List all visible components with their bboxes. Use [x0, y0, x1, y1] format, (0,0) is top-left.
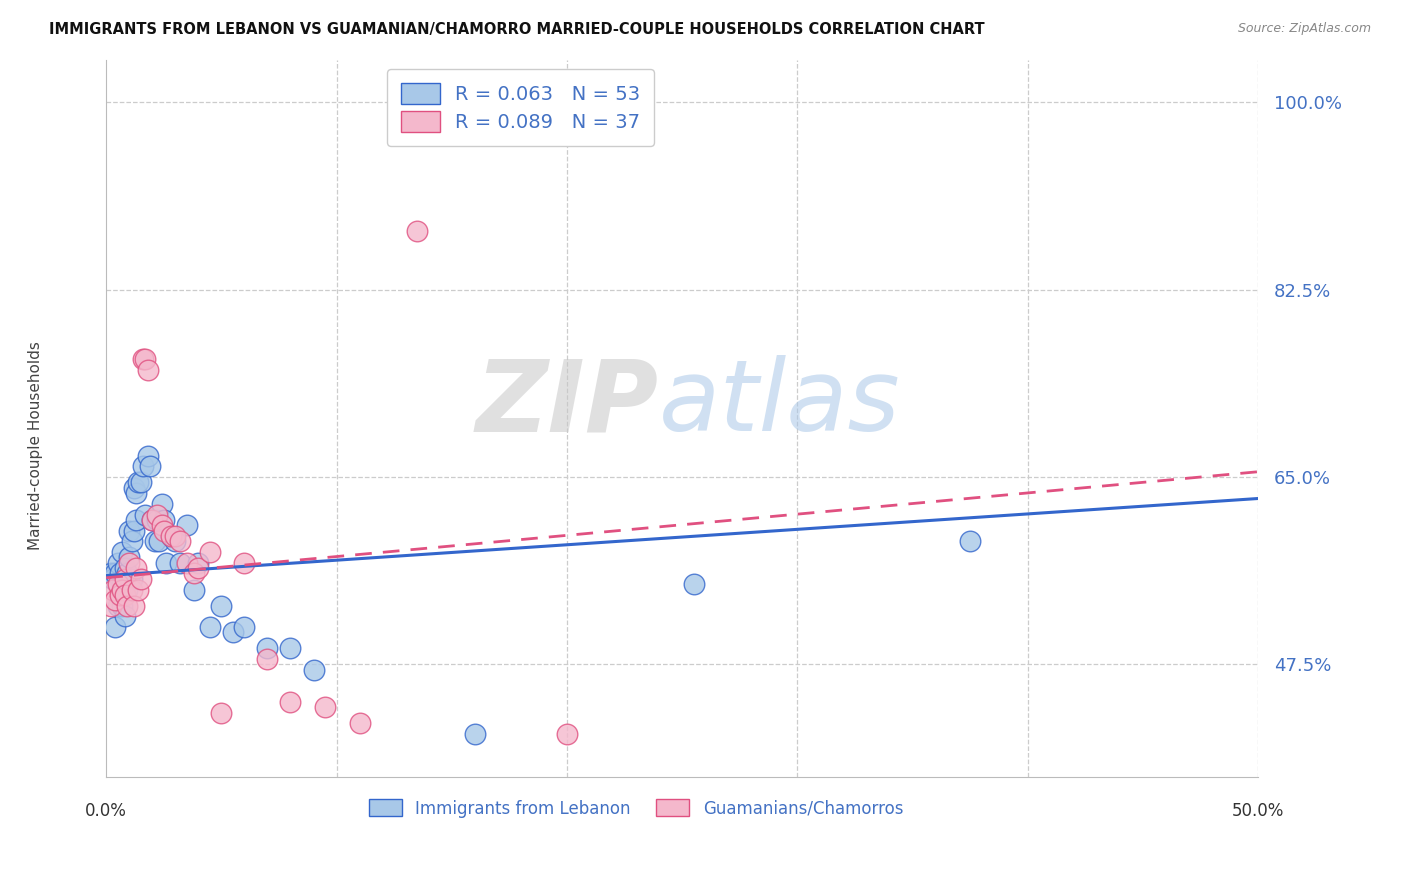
Point — [222, 625, 245, 640]
Point — [141, 513, 163, 527]
Point — [115, 582, 138, 597]
Point — [118, 572, 141, 586]
Point — [129, 572, 152, 586]
Point — [141, 513, 163, 527]
Point — [122, 599, 145, 613]
Point — [111, 577, 134, 591]
Text: Source: ZipAtlas.com: Source: ZipAtlas.com — [1237, 22, 1371, 36]
Point — [349, 716, 371, 731]
Point — [134, 508, 156, 522]
Text: Married-couple Households: Married-couple Households — [28, 342, 42, 550]
Point — [183, 566, 205, 581]
Point — [108, 566, 131, 581]
Point — [114, 561, 136, 575]
Point — [165, 534, 187, 549]
Point — [121, 534, 143, 549]
Point — [114, 572, 136, 586]
Point — [176, 556, 198, 570]
Point — [302, 663, 325, 677]
Point — [183, 582, 205, 597]
Point — [159, 529, 181, 543]
Point — [187, 561, 209, 575]
Point — [100, 599, 122, 613]
Point — [111, 545, 134, 559]
Point — [406, 224, 429, 238]
Text: 0.0%: 0.0% — [86, 802, 127, 820]
Point — [682, 577, 704, 591]
Point — [150, 518, 173, 533]
Point — [129, 475, 152, 490]
Point — [150, 497, 173, 511]
Point — [136, 449, 159, 463]
Point — [153, 524, 176, 538]
Point — [159, 529, 181, 543]
Point — [165, 529, 187, 543]
Point — [101, 582, 124, 597]
Point — [132, 352, 155, 367]
Point — [198, 545, 221, 559]
Point — [127, 475, 149, 490]
Point — [153, 513, 176, 527]
Point — [256, 641, 278, 656]
Point — [280, 695, 302, 709]
Point — [139, 459, 162, 474]
Text: 50.0%: 50.0% — [1232, 802, 1284, 820]
Point — [121, 582, 143, 597]
Point — [121, 572, 143, 586]
Point — [115, 566, 138, 581]
Point — [118, 524, 141, 538]
Point — [959, 534, 981, 549]
Point — [114, 609, 136, 624]
Point — [114, 588, 136, 602]
Point — [233, 556, 256, 570]
Point — [115, 599, 138, 613]
Point — [108, 588, 131, 602]
Point — [118, 550, 141, 565]
Point — [233, 620, 256, 634]
Point — [136, 363, 159, 377]
Point — [107, 577, 129, 591]
Point — [169, 534, 191, 549]
Point — [100, 566, 122, 581]
Point — [122, 481, 145, 495]
Text: IMMIGRANTS FROM LEBANON VS GUAMANIAN/CHAMORRO MARRIED-COUPLE HOUSEHOLDS CORRELAT: IMMIGRANTS FROM LEBANON VS GUAMANIAN/CHA… — [49, 22, 984, 37]
Text: ZIP: ZIP — [477, 355, 659, 452]
Point — [148, 534, 170, 549]
Point — [187, 556, 209, 570]
Point — [134, 352, 156, 367]
Point — [108, 588, 131, 602]
Point — [107, 556, 129, 570]
Point — [101, 572, 124, 586]
Point — [127, 582, 149, 597]
Point — [111, 599, 134, 613]
Point — [125, 513, 148, 527]
Point — [256, 652, 278, 666]
Point — [125, 486, 148, 500]
Point — [314, 700, 336, 714]
Text: atlas: atlas — [659, 355, 901, 452]
Point — [198, 620, 221, 634]
Point — [104, 566, 127, 581]
Point — [280, 641, 302, 656]
Point — [209, 706, 232, 720]
Point — [176, 518, 198, 533]
Point — [125, 561, 148, 575]
Point — [155, 556, 177, 570]
Point — [132, 459, 155, 474]
Point — [104, 620, 127, 634]
Point — [104, 593, 127, 607]
Point — [555, 727, 578, 741]
Point — [169, 556, 191, 570]
Point — [143, 534, 166, 549]
Point — [118, 556, 141, 570]
Point — [209, 599, 232, 613]
Legend: Immigrants from Lebanon, Guamanians/Chamorros: Immigrants from Lebanon, Guamanians/Cham… — [360, 791, 911, 826]
Point — [146, 508, 169, 522]
Point — [111, 582, 134, 597]
Point — [146, 513, 169, 527]
Point — [122, 524, 145, 538]
Point — [107, 599, 129, 613]
Point — [464, 727, 486, 741]
